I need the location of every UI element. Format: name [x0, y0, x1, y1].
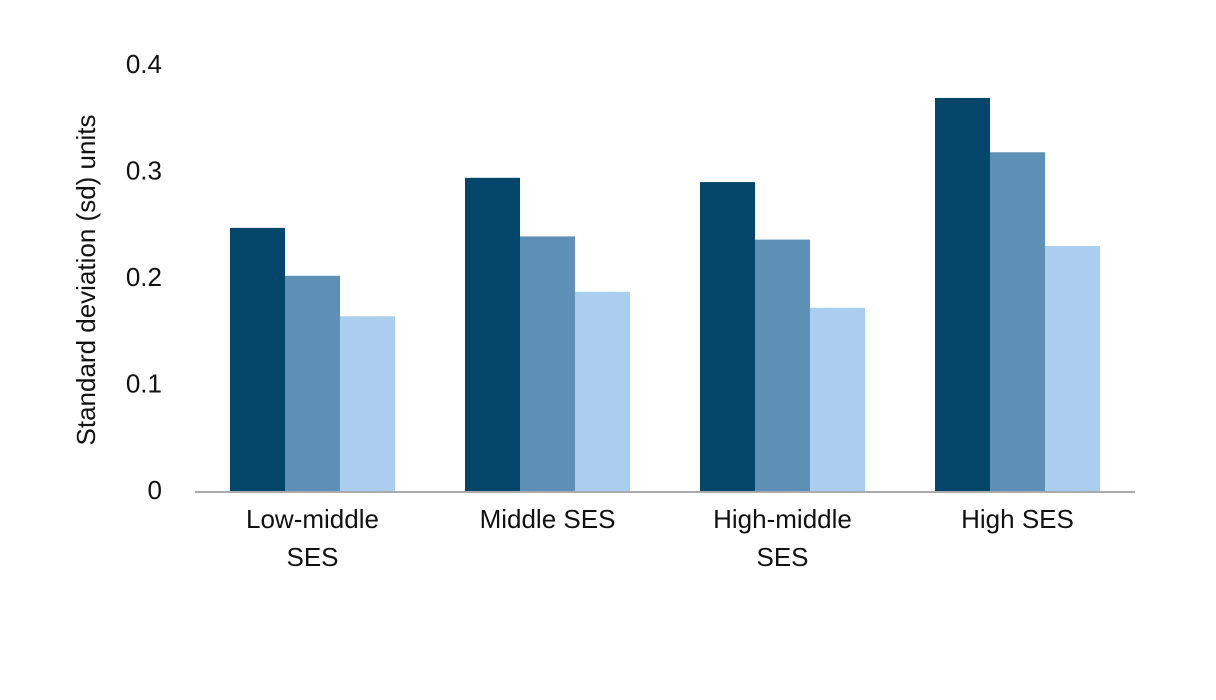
y-tick-label: 0.1	[126, 368, 162, 398]
x-tick-label: High SES	[961, 504, 1074, 534]
x-tick-label: Middle SES	[479, 504, 616, 534]
y-tick-label: 0.4	[126, 49, 162, 79]
y-tick-label: 0.2	[126, 262, 162, 292]
bar	[285, 275, 340, 492]
bar	[755, 239, 810, 492]
x-tick-label: Low-middle SES	[246, 504, 379, 572]
y-tick-label: 0.3	[126, 155, 162, 185]
x-tick-label: High-middle SES	[713, 504, 852, 572]
bar	[700, 182, 755, 492]
bar	[575, 291, 630, 492]
bar	[810, 307, 865, 492]
bar	[520, 236, 575, 492]
bar	[340, 316, 395, 492]
bar	[935, 97, 990, 492]
y-axis-label: Standard deviation (sd) units	[71, 115, 101, 446]
bar	[230, 227, 285, 492]
bar	[1045, 245, 1100, 492]
bar	[465, 177, 520, 492]
y-tick-label: 0	[148, 475, 162, 505]
bar	[990, 152, 1045, 492]
